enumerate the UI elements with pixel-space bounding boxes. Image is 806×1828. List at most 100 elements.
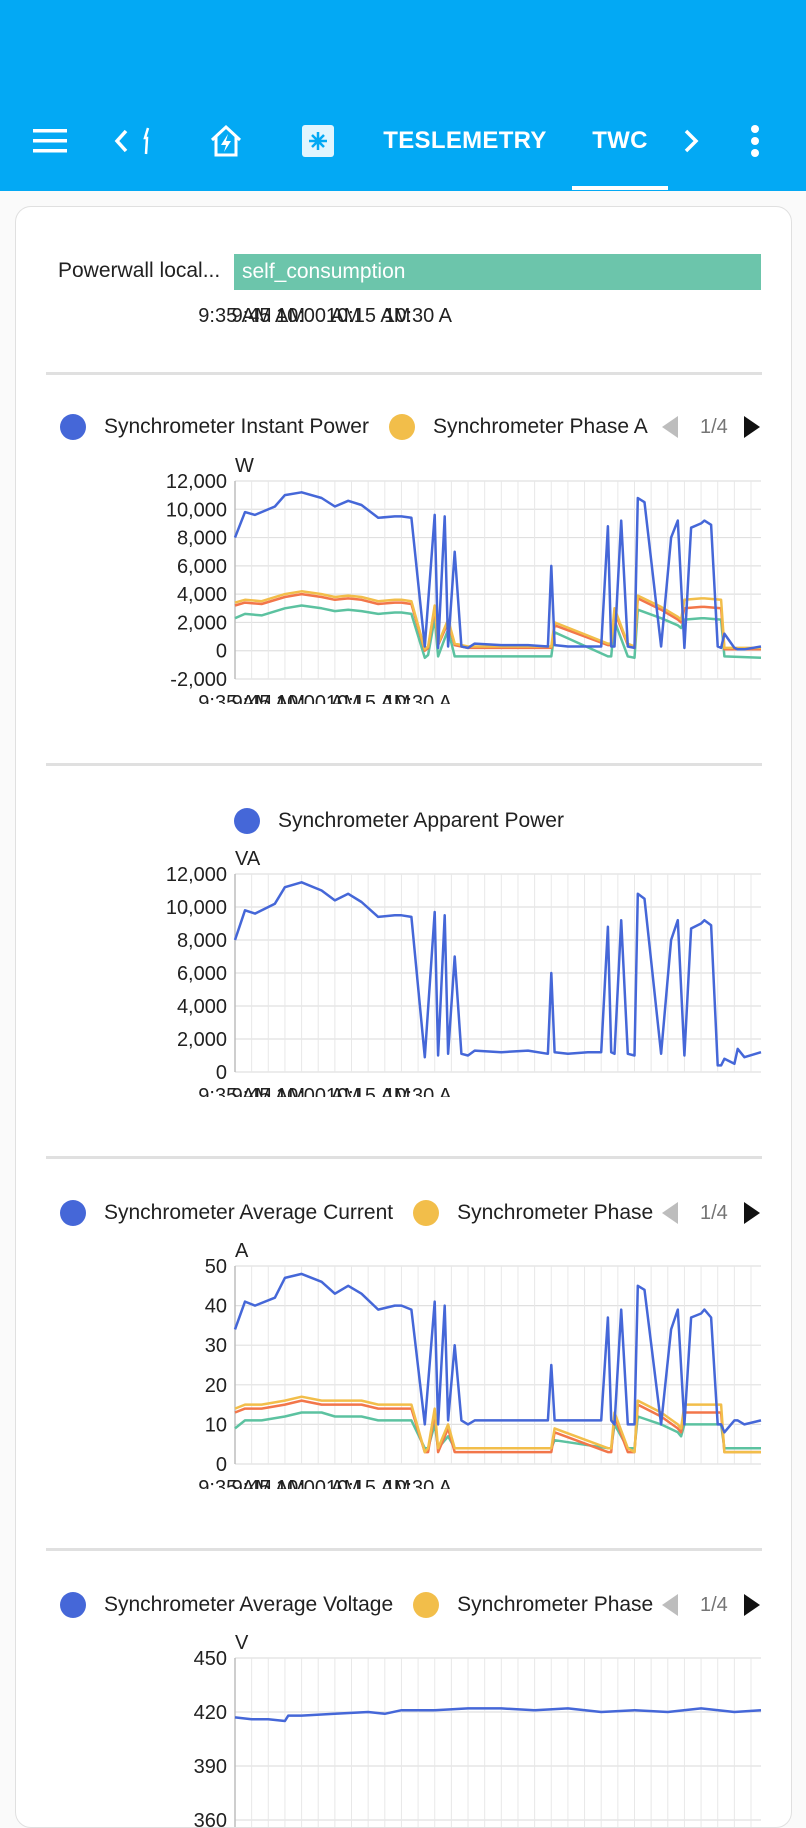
y-tick-label: 0 bbox=[216, 1062, 227, 1084]
sun-snow-icon[interactable] bbox=[298, 100, 338, 182]
chevron-left-icon[interactable] bbox=[108, 100, 156, 182]
legend-dot bbox=[60, 1200, 86, 1226]
chart-4-pager: 1/4 bbox=[660, 1585, 762, 1625]
legend-item-average-voltage[interactable]: Synchrometer Average Voltage bbox=[104, 1593, 394, 1616]
divider bbox=[46, 1156, 762, 1159]
y-tick-label: 450 bbox=[194, 1648, 227, 1670]
legend-dot bbox=[60, 414, 86, 440]
series-line[interactable] bbox=[233, 491, 762, 651]
y-tick-label: 50 bbox=[205, 1256, 227, 1278]
series-line[interactable] bbox=[234, 592, 761, 652]
more-vert-icon[interactable] bbox=[740, 100, 770, 182]
x-tick-label: 9:35 AM bbox=[198, 305, 271, 327]
x-tick-label: 9:35 AM bbox=[198, 1477, 271, 1489]
timeline-entity-label: Powerwall local... bbox=[58, 259, 221, 282]
menu-icon[interactable] bbox=[28, 100, 72, 182]
chart-1-instant-power: W 12,000 10,000 8,000 6,000 4,000 2,000 0 -2,000… bbox=[166, 455, 762, 704]
y-tick-label: 8,000 bbox=[177, 528, 227, 550]
series-line[interactable] bbox=[234, 604, 762, 660]
x-tick-label: 9:35 AM bbox=[198, 1085, 271, 1097]
y-tick-label: 2,000 bbox=[177, 1029, 227, 1051]
chevron-right-icon[interactable] bbox=[676, 100, 706, 182]
prev-page-icon[interactable] bbox=[660, 414, 680, 440]
toolbar: TESLEMETRY TWC bbox=[0, 100, 806, 182]
next-page-icon[interactable] bbox=[742, 1200, 762, 1226]
legend-item-average-current[interactable]: Synchrometer Average Current bbox=[104, 1201, 394, 1224]
y-axis-unit-label: W bbox=[235, 455, 254, 477]
history-card: Powerwall local... self_consumption 9:35… bbox=[15, 206, 792, 1828]
series-line[interactable] bbox=[234, 1395, 761, 1454]
series-line[interactable] bbox=[234, 1707, 762, 1723]
chart-1-pager: 1/4 bbox=[660, 407, 762, 447]
y-tick-label: 4,000 bbox=[177, 584, 227, 606]
y-tick-label: 0 bbox=[216, 641, 227, 663]
chart-4-average-voltage: V450420390360330 bbox=[194, 1632, 762, 1828]
y-tick-label: 0 bbox=[216, 1454, 227, 1476]
y-tick-label: 8,000 bbox=[177, 930, 227, 952]
prev-page-icon[interactable] bbox=[660, 1200, 680, 1226]
timeline-state-bar[interactable]: self_consumption bbox=[234, 254, 761, 290]
x-tick-label: 9:45 AM bbox=[232, 1085, 305, 1097]
divider bbox=[46, 372, 762, 375]
chart-4-legend: Synchrometer Average Voltage Synchromete… bbox=[46, 1585, 653, 1625]
y-tick-label: 420 bbox=[194, 1702, 227, 1724]
y-tick-label: 390 bbox=[194, 1756, 227, 1778]
legend-item-phase[interactable]: Synchrometer Phase bbox=[457, 1201, 654, 1224]
x-tick-label: 10:15 AM bbox=[326, 1477, 411, 1489]
legend-dot bbox=[413, 1592, 440, 1618]
x-tick-label: 10:00 AM bbox=[276, 692, 361, 704]
y-tick-label: 10,000 bbox=[166, 499, 227, 521]
chart-1-legend: Synchrometer Instant Power Synchrometer … bbox=[46, 407, 653, 447]
active-tab-indicator bbox=[572, 186, 668, 190]
y-tick-label: 20 bbox=[205, 1375, 227, 1397]
pager-text: 1/4 bbox=[700, 1593, 728, 1616]
legend-item-phase[interactable]: Synchrometer Phase bbox=[457, 1593, 654, 1616]
tab-teslemetry[interactable]: TESLEMETRY bbox=[383, 127, 547, 154]
legend-item-instant-power[interactable]: Synchrometer Instant Power bbox=[104, 415, 369, 438]
y-tick-label: 12,000 bbox=[166, 864, 227, 886]
y-tick-label: 360 bbox=[194, 1810, 227, 1828]
x-tick-label: 10:00 AM bbox=[276, 1085, 361, 1097]
legend-item-apparent-power[interactable]: Synchrometer Apparent Power bbox=[278, 809, 564, 832]
legend-dot bbox=[60, 1592, 86, 1618]
prev-page-icon[interactable] bbox=[660, 1592, 680, 1618]
x-tick-label: 10:30 A bbox=[384, 692, 453, 704]
y-axis-unit-label: VA bbox=[235, 848, 261, 870]
y-tick-label: 40 bbox=[205, 1296, 227, 1318]
legend-dot bbox=[413, 1200, 440, 1226]
x-tick-label: 10:00 AM bbox=[276, 305, 361, 327]
y-tick-label: 6,000 bbox=[177, 963, 227, 985]
chart-2-apparent-power: VA 12,000 10,000 8,000 6,000 4,000 2,000 09:35 … bbox=[166, 848, 762, 1097]
series-line[interactable] bbox=[234, 1399, 761, 1454]
series-line[interactable] bbox=[234, 590, 761, 651]
series-line[interactable] bbox=[233, 881, 762, 1067]
y-tick-label: 10 bbox=[205, 1414, 227, 1436]
y-axis-unit-label: A bbox=[235, 1240, 249, 1262]
x-tick-label: 9:35 AM bbox=[198, 692, 271, 704]
x-tick-label: 10:15 AM bbox=[326, 692, 411, 704]
x-tick-label: 10:30 A bbox=[384, 1085, 453, 1097]
home-lightning-icon[interactable] bbox=[202, 100, 250, 182]
x-tick-label: 9:45 AM bbox=[232, 1477, 305, 1489]
x-tick-label: 10:30 A bbox=[384, 1477, 453, 1489]
chart-3-pager: 1/4 bbox=[660, 1193, 762, 1233]
chart-2-legend: Synchrometer Apparent Power bbox=[234, 801, 564, 841]
series-line[interactable] bbox=[233, 1272, 762, 1434]
next-page-icon[interactable] bbox=[742, 414, 762, 440]
y-tick-label: 4,000 bbox=[177, 996, 227, 1018]
next-page-icon[interactable] bbox=[742, 1592, 762, 1618]
chart-3-legend: Synchrometer Average Current Synchromete… bbox=[46, 1193, 653, 1233]
x-tick-label: 9:45 AM bbox=[232, 692, 305, 704]
app-header: TESLEMETRY TWC bbox=[0, 0, 806, 191]
y-tick-label: 6,000 bbox=[177, 556, 227, 578]
x-tick-label: 10:15 AM bbox=[326, 305, 411, 327]
legend-item-phase-a[interactable]: Synchrometer Phase A bbox=[432, 415, 648, 438]
divider bbox=[46, 763, 762, 766]
x-tick-label: 10:00 AM bbox=[276, 1477, 361, 1489]
tab-twc[interactable]: TWC bbox=[592, 127, 648, 154]
y-tick-label: 30 bbox=[205, 1335, 227, 1357]
legend-dot bbox=[388, 414, 415, 440]
pager-text: 1/4 bbox=[700, 1201, 728, 1224]
